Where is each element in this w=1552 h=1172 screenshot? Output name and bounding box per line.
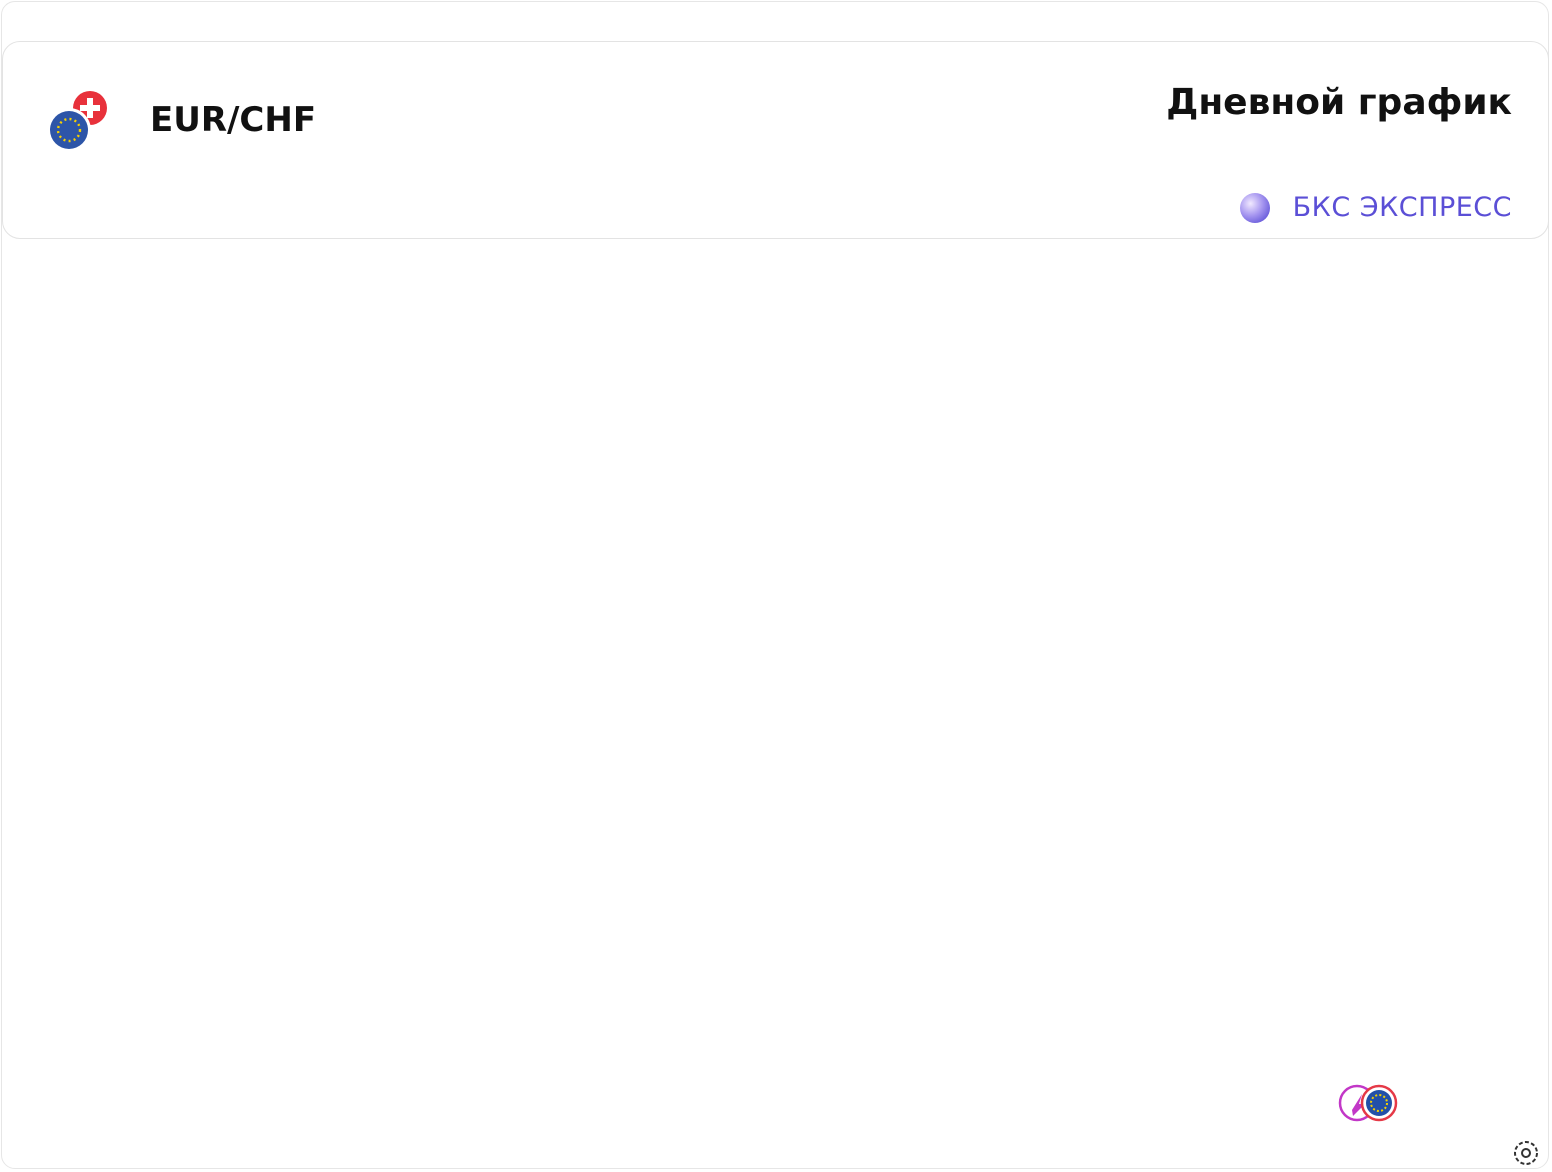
settings-button[interactable] xyxy=(1514,1141,1538,1165)
currency-flags xyxy=(47,88,110,152)
icon xyxy=(1352,1094,1365,1116)
icon xyxy=(1370,1094,1388,1112)
icon[interactable] xyxy=(1521,1148,1531,1158)
icon xyxy=(50,111,88,149)
brand: БКС ЭКСПРЕСС xyxy=(1292,192,1512,223)
icon xyxy=(80,105,100,111)
subtitle: Дневной график xyxy=(1166,82,1512,123)
flag-overlay xyxy=(1338,1084,1398,1122)
brand-logo xyxy=(1240,193,1270,223)
icon[interactable] xyxy=(1514,1141,1538,1165)
icon xyxy=(56,117,82,143)
icon xyxy=(1240,193,1270,223)
header-card xyxy=(2,41,1549,239)
title: EUR/CHF xyxy=(150,100,317,140)
icon xyxy=(1366,1090,1392,1116)
